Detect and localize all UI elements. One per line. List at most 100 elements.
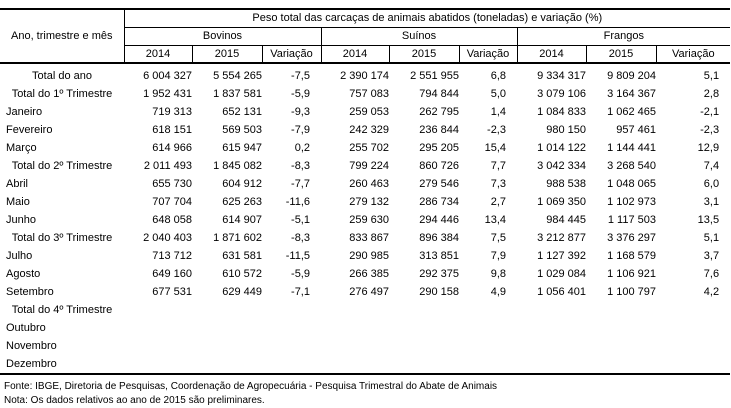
value-cell: [389, 301, 459, 319]
row-label: Total do 1º Trimestre: [11, 87, 113, 100]
value-cell: [124, 355, 192, 374]
value-cell: 614 907: [222, 213, 262, 226]
value-cell: 757 083: [349, 87, 389, 100]
variacao-cell: 15,4: [484, 141, 506, 154]
variacao-cell: -2,3: [700, 123, 720, 136]
value-cell: 799 224: [349, 159, 389, 172]
variacao-cell: [459, 319, 517, 337]
table-row: Abril 655 730 604 912 -7,7 260 463 279 546 7,3…: [0, 175, 730, 193]
variacao-cell: 6,8: [490, 69, 506, 82]
value-cell: 2 390 174: [340, 69, 389, 82]
value-cell: 1 117 503: [607, 213, 656, 226]
row-label: Março: [6, 141, 37, 154]
year-header-suinos: 2015: [388, 45, 459, 64]
variacao-cell: 3,7: [703, 249, 720, 262]
value-cell: 1 062 465: [607, 105, 656, 118]
variacao-cell: -8,3: [291, 231, 310, 244]
row-label: Fevereiro: [6, 123, 53, 136]
variacao-cell: 2,7: [490, 195, 506, 208]
value-cell: 618 151: [152, 123, 192, 136]
variacao-cell: 7,6: [703, 267, 720, 280]
value-cell: 236 844: [419, 123, 459, 136]
value-cell: [517, 355, 586, 374]
value-cell: 677 531: [152, 285, 192, 298]
value-cell: 1 102 973: [607, 195, 656, 208]
corner-header: Ano, trimestre e mês: [0, 9, 125, 64]
value-cell: 1 056 401: [537, 285, 586, 298]
value-cell: 2 551 955: [410, 69, 459, 82]
value-cell: 896 384: [419, 231, 459, 244]
variacao-cell: 13,5: [697, 213, 720, 226]
variacao-cell: 7,4: [703, 159, 720, 172]
value-cell: 266 385: [349, 267, 389, 280]
row-label: Junho: [6, 213, 36, 226]
value-cell: [192, 337, 262, 355]
value-cell: 6 004 327: [143, 69, 192, 82]
variacao-cell: [656, 319, 730, 337]
value-cell: [389, 355, 459, 374]
variacao-cell: 5,1: [703, 231, 720, 244]
value-cell: 3 376 297: [607, 231, 656, 244]
row-label: Janeiro: [6, 105, 43, 118]
value-cell: 1 014 122: [537, 141, 586, 154]
variacao-header-suinos: Variação: [458, 45, 517, 64]
value-cell: 1 048 065: [607, 177, 656, 190]
variacao-cell: 7,5: [490, 231, 506, 244]
variacao-cell: -7,7: [291, 177, 310, 190]
value-cell: 1 952 431: [143, 87, 192, 100]
value-cell: 3 164 367: [607, 87, 656, 100]
value-cell: 279 546: [419, 177, 459, 190]
value-cell: 3 042 334: [537, 159, 586, 172]
table-row: Janeiro 719 313 652 131 -9,3 259 053 262 795 1…: [0, 103, 730, 121]
variacao-cell: 7,3: [490, 177, 506, 190]
variacao-cell: 7,9: [490, 249, 506, 262]
value-cell: [124, 319, 192, 337]
header-row-groups: Bovinos Suínos Frangos: [0, 27, 731, 46]
value-cell: 1 029 084: [537, 267, 586, 280]
value-cell: 655 730: [152, 177, 192, 190]
value-cell: 980 150: [546, 123, 586, 136]
value-cell: 719 313: [152, 105, 192, 118]
variacao-cell: -7,5: [291, 69, 310, 82]
row-label: Total do 4º Trimestre: [11, 303, 113, 316]
group-header-suinos: Suínos: [320, 27, 517, 46]
group-header-bovinos: Bovinos: [123, 27, 321, 46]
value-cell: [517, 319, 586, 337]
table-row: Total do ano 6 004 327 5 554 265 -7,5 2 390 …: [0, 63, 730, 85]
variacao-cell: -2,3: [487, 123, 506, 136]
variacao-cell: [656, 301, 730, 319]
header-row-years: 2014 2015 Variação 2014 2015 Variação 2014 2015…: [0, 45, 731, 64]
row-label: Setembro: [6, 285, 54, 298]
row-label: Julho: [6, 249, 33, 262]
value-cell: 1 084 833: [537, 105, 586, 118]
variacao-cell: -11,5: [285, 249, 310, 262]
table-row: Total do 1º Trimestre 1 952 431 1 837 581 -…: [0, 85, 730, 103]
group-header-frangos: Frangos: [516, 27, 731, 46]
variacao-cell: 6,0: [703, 177, 720, 190]
value-cell: 3 212 877: [537, 231, 586, 244]
value-cell: 833 867: [349, 231, 389, 244]
variacao-cell: 5,0: [490, 87, 506, 100]
variacao-cell: 12,9: [697, 141, 720, 154]
value-cell: 286 734: [419, 195, 459, 208]
value-cell: 255 702: [349, 141, 389, 154]
table-row: Agosto 649 160 610 572 -5,9 266 385 292 375 9,…: [0, 265, 730, 283]
value-cell: 295 205: [419, 141, 459, 154]
value-cell: 614 966: [152, 141, 192, 154]
value-cell: 1 845 082: [213, 159, 262, 172]
value-cell: 1 106 921: [607, 267, 656, 280]
value-cell: 1 100 797: [607, 285, 656, 298]
value-cell: 276 497: [349, 285, 389, 298]
row-label: Agosto: [6, 267, 41, 280]
variacao-cell: 4,9: [490, 285, 506, 298]
variacao-cell: [656, 337, 730, 355]
variacao-cell: 9,8: [490, 267, 506, 280]
value-cell: 9 334 317: [537, 69, 586, 82]
value-cell: 2 011 493: [143, 159, 192, 172]
header-row-title: Ano, trimestre e mês Peso total das carc…: [0, 9, 731, 64]
row-label: Dezembro: [6, 357, 57, 370]
table-row: Fevereiro 618 151 569 503 -7,9 242 329 236 84…: [0, 121, 730, 139]
row-label: Outubro: [6, 321, 46, 334]
value-cell: 292 375: [419, 267, 459, 280]
table-row: Junho 648 058 614 907 -5,1 259 630 294 446 13,…: [0, 211, 730, 229]
